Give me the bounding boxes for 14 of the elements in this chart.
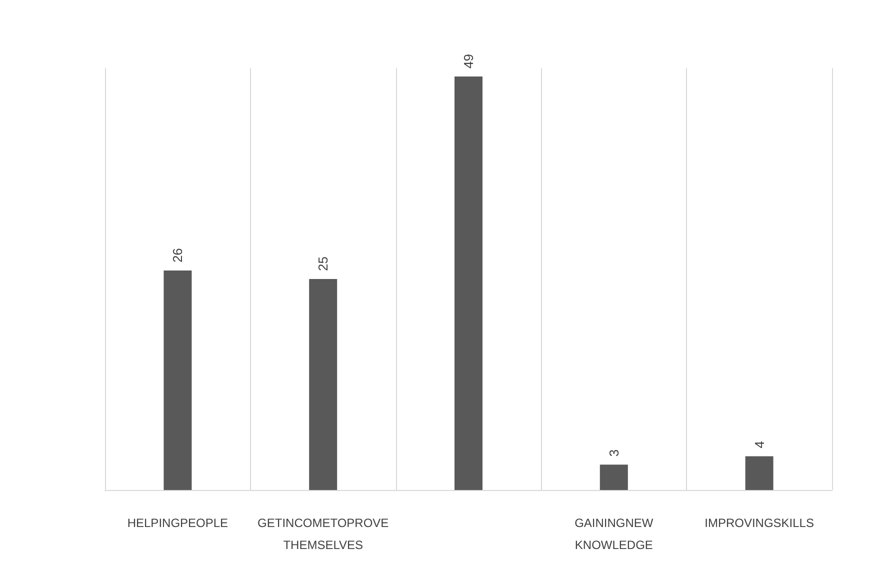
bar xyxy=(600,464,628,490)
data-label: 3 xyxy=(606,449,622,457)
x-tick-label: HELPINGPEOPLE xyxy=(127,516,228,530)
data-label: 4 xyxy=(752,441,767,448)
data-label: 25 xyxy=(316,256,331,271)
data-label: 49 xyxy=(461,54,476,68)
data-label: 26 xyxy=(170,248,186,263)
x-tick-label: GETINCOMETOPROVE THEMSELVES xyxy=(258,516,389,552)
x-tick-label: GAININGNEW KNOWLEDGE xyxy=(574,516,654,552)
bar xyxy=(164,270,192,490)
bar xyxy=(454,76,482,490)
bar xyxy=(745,456,774,490)
bar xyxy=(309,279,338,490)
x-tick-label: IMPROVINGSKILLS xyxy=(704,516,814,530)
